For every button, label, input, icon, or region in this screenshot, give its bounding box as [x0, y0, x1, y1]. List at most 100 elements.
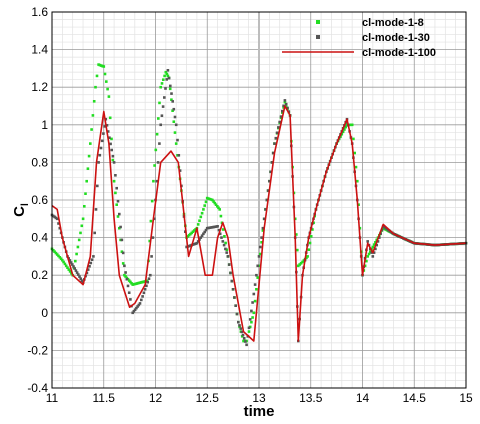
series-point: [299, 262, 303, 265]
series-point: [286, 106, 289, 110]
series-point: [278, 120, 281, 124]
series-point: [173, 115, 177, 119]
series-point: [264, 208, 267, 211]
series-point: [297, 264, 300, 268]
series-point: [204, 200, 208, 204]
series-point: [94, 85, 97, 89]
series-point: [252, 292, 256, 296]
series-point: [353, 151, 356, 155]
series-point: [231, 288, 235, 291]
series-point: [227, 263, 231, 266]
series-point: [244, 340, 247, 343]
series-point: [88, 265, 91, 268]
series-point: [152, 179, 155, 183]
series-point: [265, 198, 269, 202]
series-point: [129, 298, 132, 301]
series-point: [95, 74, 99, 78]
series-point: [143, 288, 147, 291]
series-point: [242, 337, 246, 340]
series-point: [164, 70, 168, 74]
series-point: [78, 275, 81, 278]
series-point: [127, 291, 131, 294]
series-point: [198, 219, 201, 222]
series-point: [357, 203, 360, 206]
series-point: [133, 308, 137, 311]
series-point: [223, 235, 226, 238]
series-point: [203, 204, 206, 207]
series-point: [103, 125, 106, 128]
series-point: [81, 217, 85, 221]
series-point: [371, 255, 375, 258]
series-point: [296, 248, 299, 252]
series-point: [116, 199, 120, 203]
series-point: [116, 215, 120, 218]
series-point: [93, 231, 96, 235]
x-tick-labels: 11 11.5 12 12.5 13 13.5 14 14.5 15: [46, 391, 473, 405]
series-point: [261, 226, 265, 230]
series-point: [71, 263, 74, 266]
series-point: [138, 302, 142, 305]
series-point: [171, 109, 174, 112]
series-point: [178, 169, 182, 172]
series-point: [241, 333, 245, 337]
x-tick-label: 13: [252, 391, 266, 405]
series-point: [145, 284, 148, 288]
y-tick-labels: -0.4 -0.2 0 0.2 0.4 0.6 0.8 1 1.2 1.4 1.6: [27, 5, 48, 395]
series-point: [343, 128, 346, 131]
series-point: [195, 241, 199, 245]
series-point: [281, 109, 284, 113]
series-point: [160, 114, 164, 117]
series-point: [98, 63, 102, 67]
series-point: [89, 261, 93, 265]
series-point: [161, 105, 165, 108]
series-point: [274, 136, 278, 140]
series-point: [253, 283, 257, 286]
series-point: [168, 87, 172, 91]
series-point: [77, 273, 80, 276]
legend-item: cl-mode-1-8: [316, 17, 424, 29]
y-tick-label: -0.4: [27, 381, 48, 395]
series-point: [140, 298, 143, 302]
series-point: [153, 164, 156, 167]
series-point: [127, 279, 131, 282]
x-tick-label: 14.5: [403, 391, 427, 405]
series-point: [214, 203, 218, 206]
x-tick-label: 13.5: [299, 391, 323, 405]
series-point: [80, 224, 84, 228]
series-point: [111, 158, 115, 162]
x-tick-label: 12.5: [196, 391, 220, 405]
series-point: [84, 192, 87, 195]
series-point: [275, 131, 279, 135]
series-point: [221, 228, 225, 231]
series-point: [247, 330, 251, 333]
series-point: [58, 256, 62, 259]
series-point: [111, 154, 115, 158]
y-tick-label: 1.6: [31, 5, 48, 19]
series-point: [114, 191, 117, 195]
series-point: [63, 262, 67, 266]
series-point: [256, 276, 259, 279]
series-point: [96, 184, 99, 188]
series-point: [87, 154, 91, 158]
series-point: [309, 235, 313, 238]
series-point: [68, 270, 72, 273]
series-point: [126, 284, 130, 288]
series-point: [149, 273, 152, 277]
series-point: [167, 76, 171, 80]
series-point: [301, 260, 304, 264]
series-point: [158, 101, 161, 105]
legend-swatch-marker: [316, 20, 320, 24]
series-point: [100, 139, 104, 143]
series-point: [150, 255, 153, 258]
series-point: [57, 222, 60, 225]
series-point: [158, 142, 161, 145]
series-point: [114, 174, 117, 177]
series-point: [157, 117, 160, 120]
series-point: [68, 259, 72, 262]
series-point: [269, 170, 272, 174]
series-point: [115, 203, 118, 206]
series-point: [217, 206, 220, 210]
series-point: [151, 236, 155, 239]
series-point: [307, 248, 311, 251]
series-point: [79, 277, 82, 280]
